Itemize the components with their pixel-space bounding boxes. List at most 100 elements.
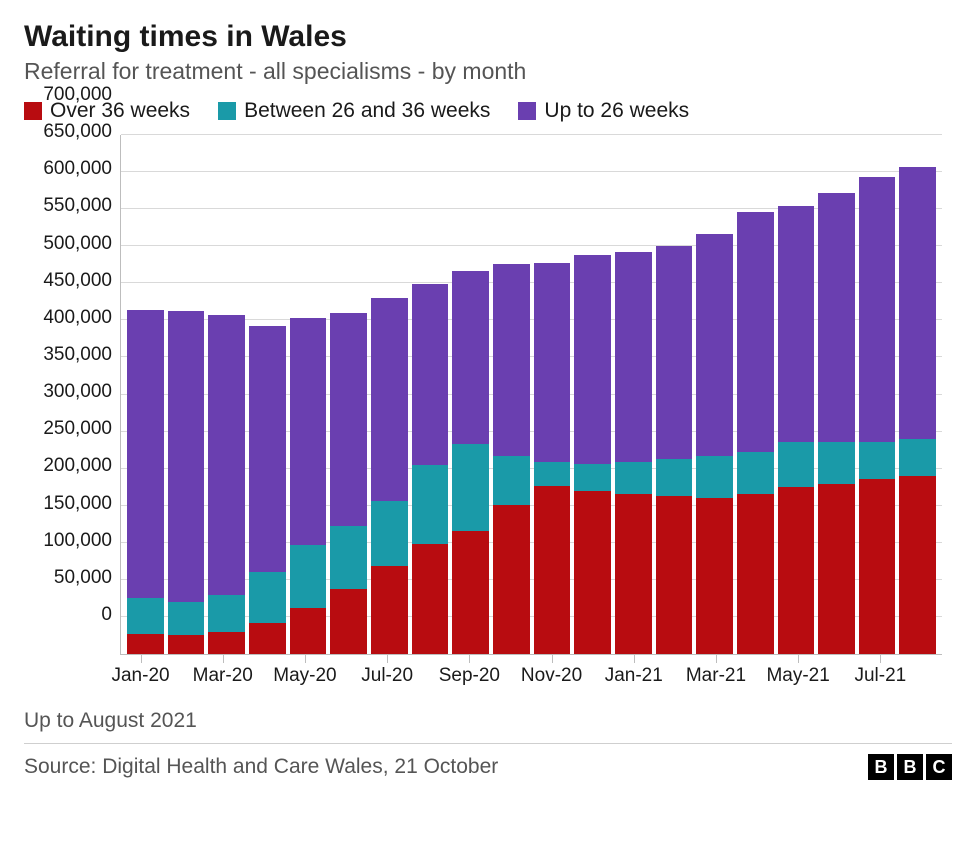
bar-segment-upto26 [899,167,936,438]
bar [493,264,530,654]
bar [127,310,164,654]
y-tick-label: 500,000 [43,233,112,255]
bar-segment-upto26 [859,177,896,441]
bar [778,206,815,654]
bar-segment-between2636 [696,456,733,498]
legend-swatch [218,102,236,120]
bar-segment-upto26 [656,246,693,458]
legend-item: Between 26 and 36 weeks [218,99,490,123]
bar-segment-over36 [899,476,936,654]
bbc-logo-letter: B [868,754,894,780]
bar-segment-upto26 [371,298,408,501]
bar-segment-upto26 [696,234,733,456]
y-tick-label: 0 [101,604,112,626]
bar-segment-between2636 [778,442,815,487]
bbc-logo: BBC [868,754,952,780]
bar-segment-between2636 [330,526,367,589]
y-axis: 0 50,000 100,000 150,000 200,000 250,000 300,0… [24,135,120,655]
bar-segment-between2636 [249,572,286,623]
bar-segment-over36 [412,544,449,654]
bar-segment-upto26 [330,313,367,525]
bar-segment-over36 [168,635,205,654]
bar [412,284,449,654]
bar [574,255,611,654]
x-tick [223,655,224,663]
bar-segment-over36 [859,479,896,654]
bar-segment-upto26 [412,284,449,465]
bar [859,177,896,654]
x-tick-label: Jul-20 [361,665,413,687]
bar-segment-over36 [818,484,855,654]
y-tick-label: 200,000 [43,455,112,477]
y-tick-label: 100,000 [43,530,112,552]
bar [656,246,693,654]
bar-segment-upto26 [574,255,611,464]
bar-segment-over36 [127,634,164,654]
legend-swatch [24,102,42,120]
x-tick [634,655,635,663]
bar-segment-upto26 [452,271,489,444]
bar [208,315,245,654]
x-tick [798,655,799,663]
bar [452,271,489,654]
bar-segment-between2636 [615,462,652,493]
bar [534,263,571,654]
y-tick-label: 550,000 [43,195,112,217]
x-tick-label: Mar-21 [686,665,746,687]
bar-segment-between2636 [656,459,693,496]
x-tick [469,655,470,663]
bar-segment-over36 [493,505,530,654]
y-tick-label: 650,000 [43,121,112,143]
bar [330,313,367,654]
y-tick-label: 150,000 [43,493,112,515]
bar-segment-over36 [615,494,652,654]
x-tick [141,655,142,663]
bar [290,318,327,655]
bar-segment-over36 [290,608,327,654]
bar-segment-between2636 [371,501,408,566]
bar-segment-between2636 [452,444,489,531]
legend-swatch [518,102,536,120]
bar-segment-between2636 [534,462,571,486]
bars-container [121,135,942,654]
bar [615,252,652,654]
y-tick-label: 250,000 [43,418,112,440]
x-tick-label: Sep-20 [439,665,500,687]
y-tick-label: 300,000 [43,381,112,403]
bar [818,193,855,654]
y-tick-label: 600,000 [43,158,112,180]
bar-segment-over36 [574,491,611,654]
bar [899,167,936,654]
y-tick-label: 50,000 [54,567,112,589]
bar-segment-between2636 [574,464,611,491]
bar-segment-upto26 [615,252,652,462]
bar-segment-upto26 [778,206,815,442]
x-tick-label: Jul-21 [854,665,906,687]
bar [249,326,286,654]
x-tick-label: Jan-20 [111,665,169,687]
x-tick [716,655,717,663]
bar [168,311,205,654]
bar-segment-between2636 [290,545,327,608]
bar-segment-between2636 [737,452,774,494]
bar-segment-upto26 [127,310,164,598]
bar [371,298,408,654]
bar-segment-upto26 [208,315,245,594]
bar [737,212,774,654]
bar-segment-over36 [778,487,815,654]
chart-source: Source: Digital Health and Care Wales, 2… [24,755,498,779]
y-tick-label: 350,000 [43,344,112,366]
bar-segment-upto26 [818,193,855,443]
bar-segment-upto26 [493,264,530,456]
legend-item: Up to 26 weeks [518,99,689,123]
y-tick-label: 450,000 [43,270,112,292]
bar-segment-over36 [249,623,286,654]
x-tick-label: Jan-21 [605,665,663,687]
bar-segment-over36 [452,531,489,654]
chart-subtitle: Referral for treatment - all specialisms… [24,58,952,85]
bar-segment-over36 [371,566,408,654]
bar-segment-upto26 [168,311,205,602]
chart-legend: Over 36 weeksBetween 26 and 36 weeksUp t… [24,99,952,123]
chart-footnote: Up to August 2021 [24,709,952,733]
bar-segment-over36 [330,589,367,654]
